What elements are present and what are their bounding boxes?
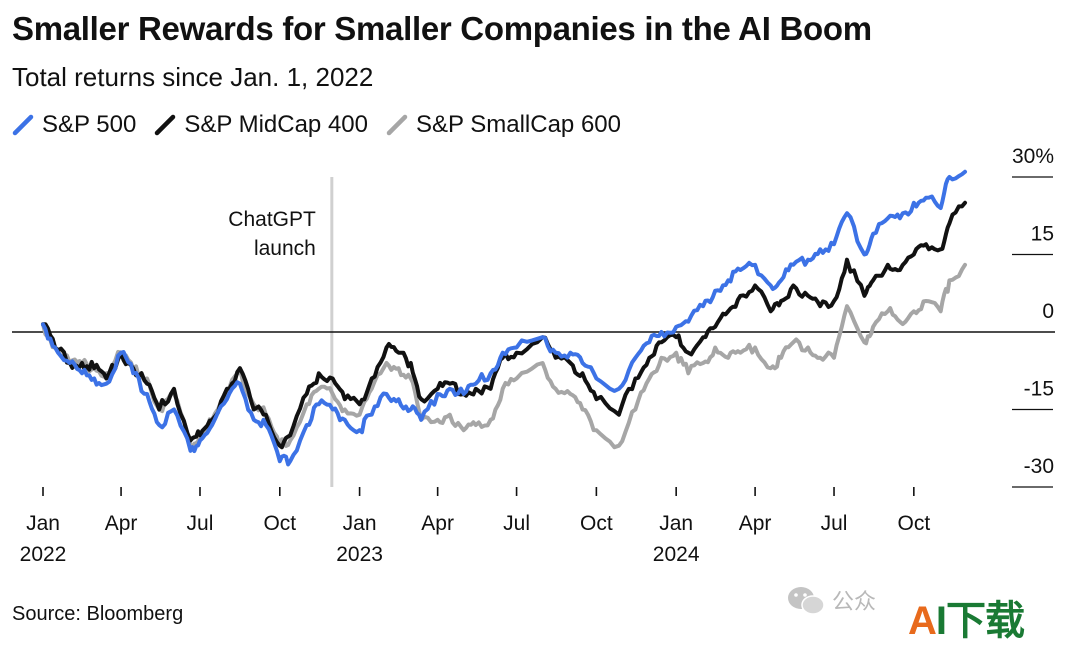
x-tick-label: Apr bbox=[739, 512, 772, 535]
x-tick-label: Jan bbox=[343, 512, 377, 535]
x-tick-label: Jul bbox=[187, 512, 214, 535]
x-tick-label: Jul bbox=[821, 512, 848, 535]
x-tick-label: Oct bbox=[263, 512, 296, 535]
brand-logo: AI下载 bbox=[908, 588, 1025, 646]
legend: S&P 500 S&P MidCap 400 S&P SmallCap 600 bbox=[12, 110, 639, 140]
watermark: 公众 bbox=[786, 584, 876, 616]
y-tick-label: 15 bbox=[1031, 223, 1054, 246]
y-tick-label: -30 bbox=[1024, 455, 1054, 478]
x-tick-label: Jul bbox=[503, 512, 530, 535]
line-chart: ChatGPT launch 30% 15 0 -15 -30 Jan 2022 Apr Jul Oc… bbox=[12, 145, 1055, 566]
series-line-midcap bbox=[41, 200, 967, 450]
legend-item-smallcap: S&P SmallCap 600 bbox=[386, 111, 621, 139]
legend-swatch-midcap bbox=[155, 114, 176, 136]
legend-item-sp500: S&P 500 bbox=[12, 111, 136, 139]
brand-logo-a: A bbox=[908, 599, 937, 643]
annotation-text: ChatGPT bbox=[228, 208, 316, 231]
x-year-label: 2024 bbox=[653, 543, 700, 566]
watermark-account-text: 公众 bbox=[832, 589, 877, 614]
x-tick-label: Jan bbox=[659, 512, 693, 535]
series-line-smallcap bbox=[41, 262, 967, 450]
x-year-label: 2023 bbox=[336, 543, 383, 566]
x-tick-label: Oct bbox=[897, 512, 930, 535]
legend-label-sp500: S&P 500 bbox=[42, 111, 137, 138]
y-tick-label: 0 bbox=[1042, 300, 1054, 323]
legend-label-smallcap: S&P SmallCap 600 bbox=[415, 111, 621, 138]
legend-swatch-smallcap bbox=[386, 114, 408, 136]
legend-item-midcap: S&P MidCap 400 bbox=[154, 111, 368, 139]
series-line-sp500 bbox=[41, 169, 967, 467]
x-year-label: 2022 bbox=[20, 543, 67, 566]
x-tick-label: Jan bbox=[26, 512, 60, 535]
chart-subtitle: Total returns since Jan. 1, 2022 bbox=[12, 62, 374, 92]
x-tick-label: Oct bbox=[580, 512, 613, 535]
x-tick-label: Apr bbox=[105, 512, 138, 535]
y-tick-label: -15 bbox=[1024, 378, 1054, 401]
x-tick-label: Apr bbox=[421, 512, 454, 535]
y-tick-label: 30% bbox=[1012, 145, 1054, 168]
wechat-icon bbox=[788, 587, 825, 615]
legend-swatch-sp500 bbox=[12, 114, 34, 136]
brand-logo-rest: I下载 bbox=[935, 599, 1025, 643]
legend-label-midcap: S&P MidCap 400 bbox=[184, 111, 368, 138]
source-note: Source: Bloomberg bbox=[12, 603, 184, 625]
chart-title: Smaller Rewards for Smaller Companies in… bbox=[12, 10, 872, 47]
annotation-text: launch bbox=[254, 237, 316, 260]
